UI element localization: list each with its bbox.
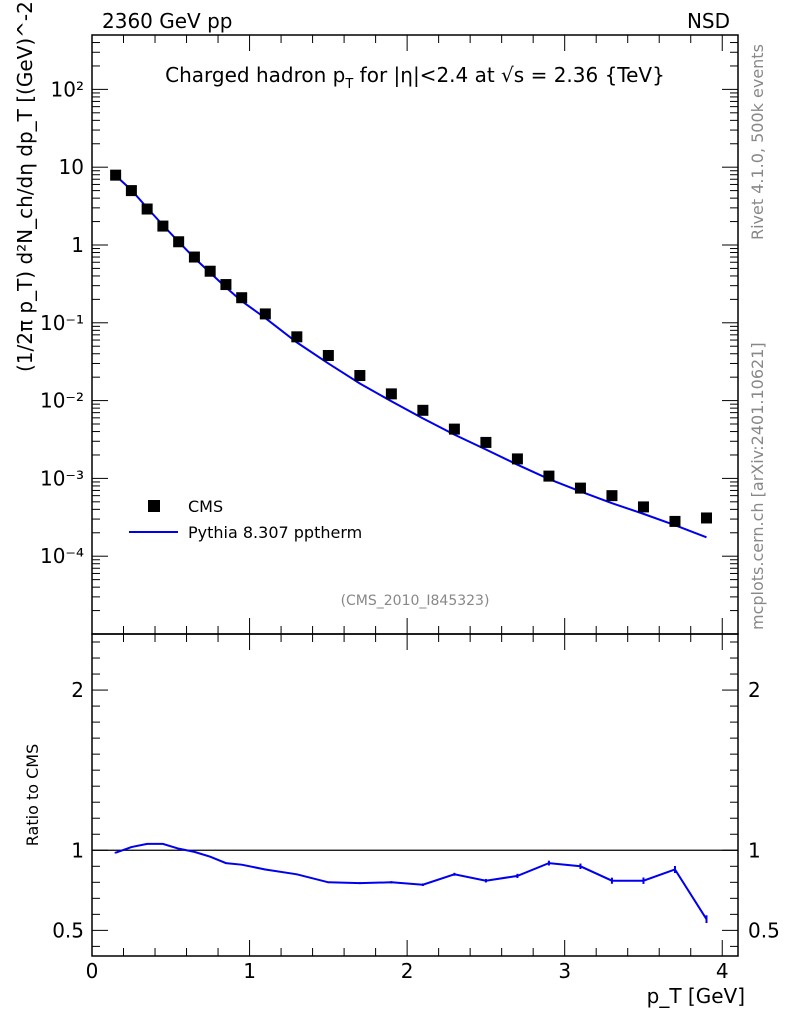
- data-marker: [574, 482, 586, 494]
- data-marker: [417, 404, 429, 416]
- main-y-axis-label: (1/2π p_T) d²N_ch/dη dp_T [(GeV)^-2]: [13, 0, 37, 372]
- data-marker: [480, 436, 492, 448]
- data-marker: [259, 308, 271, 320]
- ratio-y-tick-label-right: 1: [748, 838, 761, 862]
- data-marker: [354, 370, 366, 382]
- y-tick-label: 10²: [51, 77, 84, 101]
- data-marker: [385, 388, 397, 400]
- main-plot-area: [110, 169, 712, 539]
- data-marker: [125, 185, 137, 197]
- data-marker: [322, 349, 334, 361]
- x-tick-label: 4: [716, 959, 729, 983]
- mcplots-label: mcplots.cern.ch [arXiv:2401.10621]: [748, 342, 767, 630]
- ratio-axis-ticks: 0 1 2 3 4 0.5 0.5 1 1 2 2: [52, 634, 780, 983]
- header-left: 2360 GeV pp: [102, 9, 233, 33]
- legend: CMS Pythia 8.307 pptherm: [129, 497, 362, 542]
- data-marker: [291, 331, 303, 343]
- data-marker: [188, 251, 200, 263]
- x-tick-label: 3: [558, 959, 571, 983]
- x-tick-label: 0: [86, 959, 99, 983]
- data-marker: [606, 490, 618, 502]
- rivet-label: Rivet 4.1.0, 500k events: [748, 44, 767, 240]
- plot-title: Charged hadron pT for |η|<2.4 at √s = 2.…: [165, 63, 665, 92]
- ratio-y-tick-label-right: 0.5: [748, 918, 780, 942]
- y-tick-label: 10: [59, 155, 84, 179]
- x-tick-label: 2: [401, 959, 414, 983]
- data-marker: [110, 169, 122, 181]
- ratio-y-tick-label: 0.5: [52, 918, 84, 942]
- ratio-plot-area: [92, 842, 738, 923]
- main-axis-ticks: 10⁻⁴ 10⁻³ 10⁻² 10⁻¹ 1 10 10²: [40, 34, 738, 635]
- ratio-y-axis-label: Ratio to CMS: [23, 744, 42, 846]
- header-right: NSD: [687, 9, 730, 33]
- main-frame: [91, 34, 739, 635]
- x-axis-label: p_T [GeV]: [647, 984, 745, 1008]
- data-marker: [543, 470, 555, 482]
- data-marker: [220, 279, 232, 291]
- y-tick-label: 1: [71, 233, 84, 257]
- data-marker: [141, 203, 153, 215]
- y-tick-label: 10⁻⁴: [40, 544, 84, 568]
- ratio-frame: [91, 633, 739, 957]
- legend-label-cms: CMS: [188, 497, 223, 516]
- ratio-y-tick-label: 2: [71, 678, 84, 702]
- y-tick-label: 10⁻²: [40, 389, 84, 413]
- legend-marker-cms: [148, 500, 160, 512]
- data-marker: [236, 292, 248, 304]
- legend-label-pythia: Pythia 8.307 pptherm: [188, 523, 362, 542]
- ratio-y-tick-label: 1: [71, 838, 84, 862]
- data-marker: [511, 453, 523, 465]
- x-tick-label: 1: [243, 959, 256, 983]
- data-marker: [700, 512, 712, 524]
- ratio-line: [115, 842, 708, 920]
- mc-line: [114, 174, 707, 539]
- data-marker: [157, 220, 169, 232]
- data-marker: [448, 423, 460, 435]
- data-marker: [637, 501, 649, 513]
- y-tick-label: 10⁻¹: [40, 311, 84, 335]
- data-marker: [173, 236, 185, 248]
- reference-label: (CMS_2010_I845323): [341, 593, 490, 609]
- data-marker: [204, 265, 216, 277]
- data-marker: [669, 515, 681, 527]
- ratio-y-tick-label-right: 2: [748, 678, 761, 702]
- y-tick-label: 10⁻³: [40, 466, 84, 490]
